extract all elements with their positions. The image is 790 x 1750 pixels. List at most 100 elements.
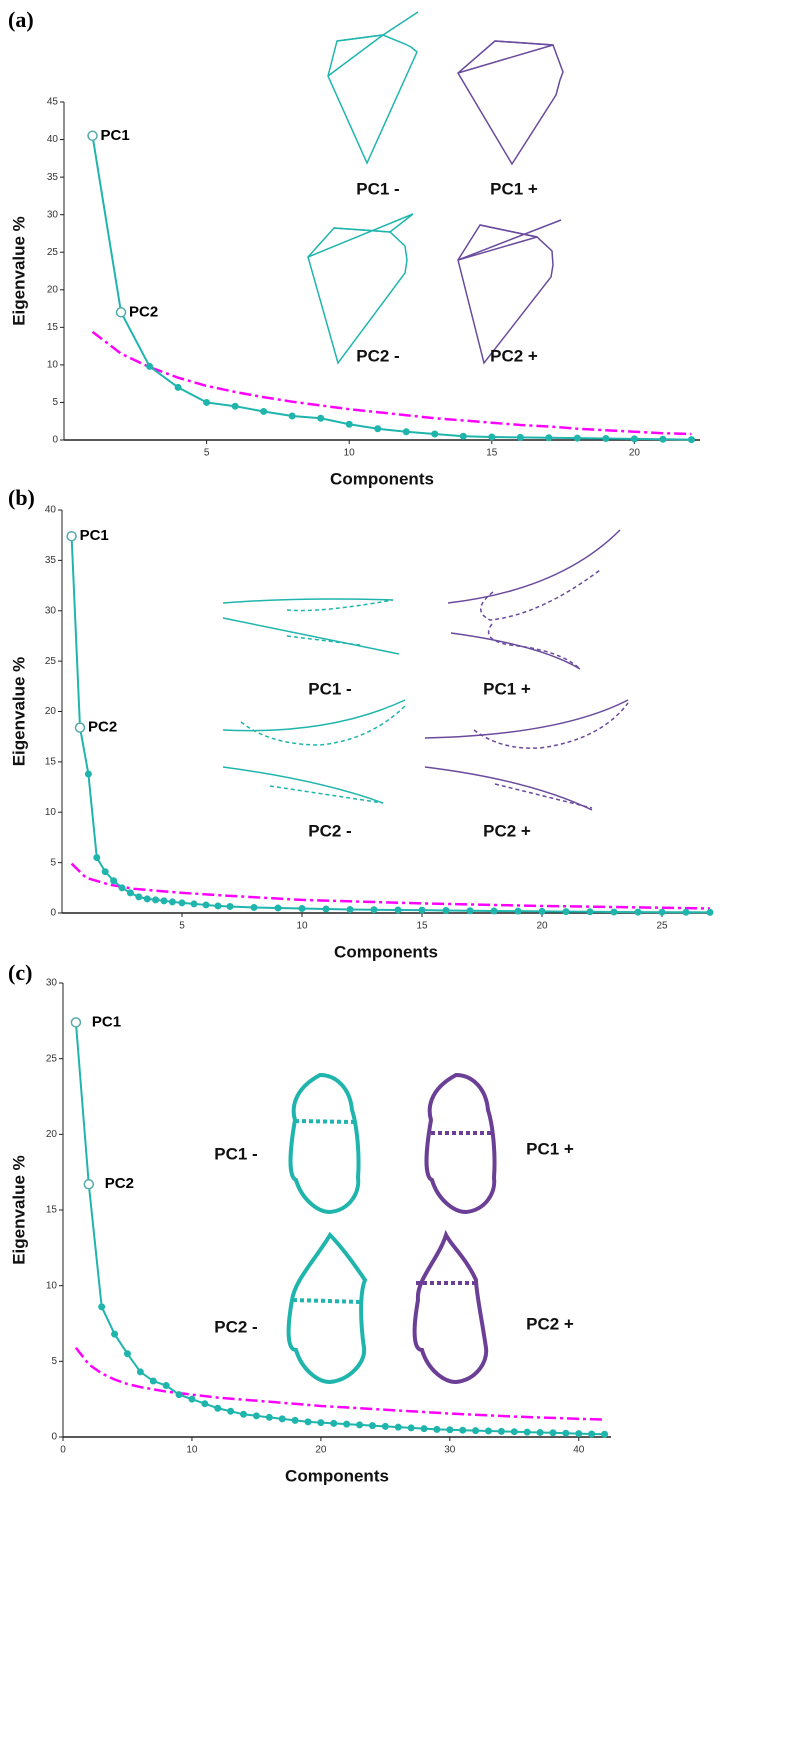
data-point xyxy=(433,1425,441,1433)
data-point xyxy=(174,383,182,391)
data-point xyxy=(288,412,296,420)
point-annotation: PC2 xyxy=(88,719,117,736)
x-tick-label: 15 xyxy=(416,921,428,932)
data-point xyxy=(84,770,92,778)
y-tick-label: 10 xyxy=(45,807,57,818)
shape-illustrations-a xyxy=(307,11,564,365)
data-point xyxy=(111,1330,119,1338)
data-point xyxy=(545,434,553,442)
series-line xyxy=(74,1346,605,1421)
y-tick-label: 40 xyxy=(45,505,57,516)
y-tick-label: 40 xyxy=(47,134,59,145)
panel-label: (a) xyxy=(8,7,34,32)
shape-label: PC1 - xyxy=(308,679,351,698)
data-point xyxy=(101,868,109,876)
data-point xyxy=(160,897,168,905)
data-point xyxy=(146,362,154,370)
point-annotation: PC1 xyxy=(92,1013,121,1030)
data-point xyxy=(488,433,496,441)
data-point xyxy=(291,1416,299,1424)
y-tick-label: 5 xyxy=(50,857,56,868)
data-point xyxy=(610,908,618,916)
data-point xyxy=(317,414,325,422)
y-tick-label: 20 xyxy=(45,706,57,717)
x-tick-label: 30 xyxy=(444,1445,456,1456)
data-point xyxy=(136,1368,144,1376)
y-tick-label: 15 xyxy=(46,1205,58,1216)
data-point xyxy=(485,1427,493,1435)
y-tick-label: 30 xyxy=(47,209,59,220)
data-point xyxy=(214,1404,222,1412)
data-point xyxy=(265,1413,273,1421)
data-point xyxy=(472,1427,480,1435)
data-point xyxy=(214,902,222,910)
shape-label: PC2 + xyxy=(483,821,531,840)
data-point xyxy=(345,420,353,428)
y-tick-label: 15 xyxy=(45,757,57,768)
shape-label: PC2 + xyxy=(490,346,538,365)
y-tick-label: 45 xyxy=(47,97,59,108)
data-point xyxy=(510,1428,518,1436)
data-point xyxy=(442,906,450,914)
y-tick-label: 30 xyxy=(45,605,57,616)
x-tick-label: 5 xyxy=(204,448,210,459)
data-point xyxy=(274,904,282,912)
data-point xyxy=(630,435,638,443)
shape-label: PC1 - xyxy=(214,1144,257,1163)
data-point xyxy=(346,905,354,913)
data-point xyxy=(66,530,77,542)
data-point xyxy=(446,1426,454,1434)
shape-label: PC1 + xyxy=(483,679,531,698)
data-point xyxy=(490,907,498,915)
data-point xyxy=(588,1430,596,1438)
data-point xyxy=(497,1427,505,1435)
y-axis-label: Eigenvalue % xyxy=(9,1155,28,1265)
data-point xyxy=(601,1430,609,1438)
x-tick-label: 0 xyxy=(60,1445,66,1456)
data-point xyxy=(110,877,118,885)
y-tick-label: 5 xyxy=(52,397,58,408)
y-tick-label: 15 xyxy=(47,322,59,333)
data-point xyxy=(87,130,98,142)
y-tick-label: 35 xyxy=(47,172,59,183)
data-point xyxy=(407,1424,415,1432)
data-point xyxy=(227,1407,235,1415)
panel-label: (c) xyxy=(8,960,32,985)
shape-label: PC2 + xyxy=(526,1314,574,1333)
x-axis-label: Components xyxy=(330,469,434,488)
data-point xyxy=(573,434,581,442)
data-point xyxy=(459,1426,467,1434)
x-tick-label: 10 xyxy=(344,448,356,459)
y-tick-label: 25 xyxy=(45,656,57,667)
series-line xyxy=(91,330,692,436)
data-point xyxy=(98,1303,106,1311)
data-point xyxy=(575,1430,583,1438)
data-point xyxy=(706,908,714,916)
y-tick-label: 25 xyxy=(46,1053,58,1064)
data-point xyxy=(586,908,594,916)
data-point xyxy=(260,407,268,415)
y-tick-label: 10 xyxy=(47,360,59,371)
data-point xyxy=(420,1425,428,1433)
y-tick-label: 20 xyxy=(47,284,59,295)
data-point xyxy=(459,432,467,440)
data-point xyxy=(431,430,439,438)
data-point xyxy=(562,1429,570,1437)
data-point xyxy=(152,896,160,904)
y-tick-label: 5 xyxy=(51,1356,57,1367)
data-point xyxy=(178,899,186,907)
y-tick-label: 30 xyxy=(46,978,58,989)
data-point xyxy=(659,435,667,443)
data-point xyxy=(322,905,330,913)
data-point xyxy=(418,906,426,914)
data-point xyxy=(466,907,474,915)
point-annotation: PC2 xyxy=(105,1175,134,1192)
shape-illustrations-c xyxy=(286,1072,497,1385)
data-point xyxy=(135,893,143,901)
data-point xyxy=(394,1423,402,1431)
data-point xyxy=(278,1415,286,1423)
data-point xyxy=(549,1429,557,1437)
data-point xyxy=(687,436,695,444)
series-line xyxy=(91,135,692,441)
y-tick-label: 20 xyxy=(46,1129,58,1140)
